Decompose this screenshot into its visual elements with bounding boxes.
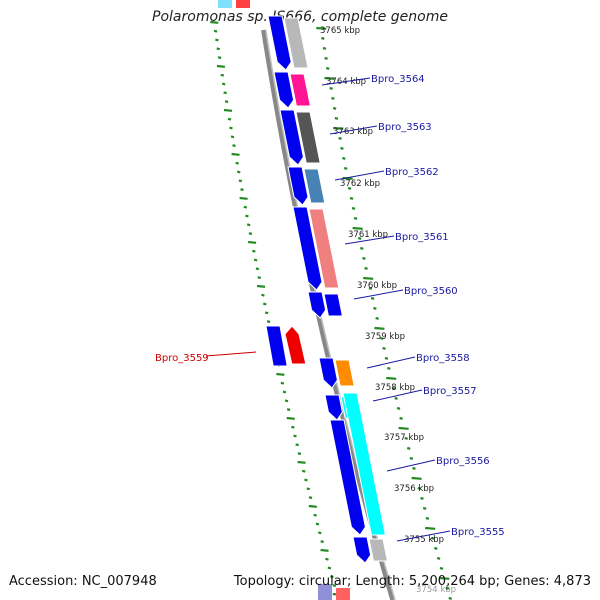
gene-label[interactable]: Bpro_3561 [395, 232, 449, 243]
gene-feature [308, 208, 340, 289]
gene-cds [265, 325, 288, 367]
gene-label[interactable]: Bpro_3559 [155, 353, 209, 364]
gene-feature [289, 73, 312, 107]
gene-cds [307, 291, 327, 319]
gene-label[interactable]: Bpro_3558 [416, 353, 470, 364]
ruler-label: 3760 kbp [357, 281, 397, 291]
gene-feature [295, 111, 321, 164]
ruler-label: 3759 kbp [365, 332, 405, 342]
gene-feature [323, 293, 344, 317]
gene-label[interactable]: Bpro_3555 [451, 527, 505, 538]
ruler-label: 3757 kbp [384, 433, 424, 443]
ruler-label: 3761 kbp [348, 230, 388, 240]
accession-label: Accession: NC_007948 [9, 574, 157, 589]
gene-cds [324, 394, 343, 421]
ruler-label: 3754 kbp [416, 585, 456, 595]
gene-label[interactable]: Bpro_3557 [423, 386, 477, 397]
gene-cds [318, 357, 338, 389]
gene-feature [342, 392, 387, 536]
ruler-label: 3762 kbp [340, 179, 380, 189]
ruler-label: 3758 kbp [375, 383, 415, 393]
ruler-label: 3763 kbp [333, 127, 373, 137]
gene-feature [303, 168, 326, 204]
highlight-gene [284, 325, 307, 365]
gene-feature [283, 17, 309, 69]
gene-label[interactable]: Bpro_3564 [371, 74, 425, 85]
gene-label[interactable]: Bpro_3562 [385, 167, 439, 178]
gene-label[interactable]: Bpro_3563 [378, 122, 432, 133]
gene-feature [334, 359, 355, 387]
gene-cds [352, 536, 372, 564]
gene-cds [273, 71, 295, 109]
genome-summary: Topology: circular; Length: 5,200,264 bp… [233, 574, 591, 589]
genome-title: Polaromonas sp. JS666, complete genome [152, 9, 448, 25]
gene-cds [267, 15, 292, 71]
ruler-label: 3756 kbp [394, 484, 434, 494]
inner-ruler [316, 26, 453, 600]
gene-label[interactable]: Bpro_3560 [404, 286, 458, 297]
gene-track [218, 0, 389, 600]
ruler-label: 3765 kbp [320, 26, 360, 36]
gene-label[interactable]: Bpro_3556 [436, 456, 490, 467]
gene-feature [368, 538, 389, 562]
gene-cds [287, 166, 309, 206]
ruler-label: 3755 kbp [404, 535, 444, 545]
gene-cds [292, 206, 323, 291]
gene-cds [279, 109, 304, 166]
gene-cds [329, 419, 366, 536]
gene-labels: Bpro_3564 Bpro_3563 Bpro_3562 Bpro_3561 Bpro… [155, 74, 505, 542]
